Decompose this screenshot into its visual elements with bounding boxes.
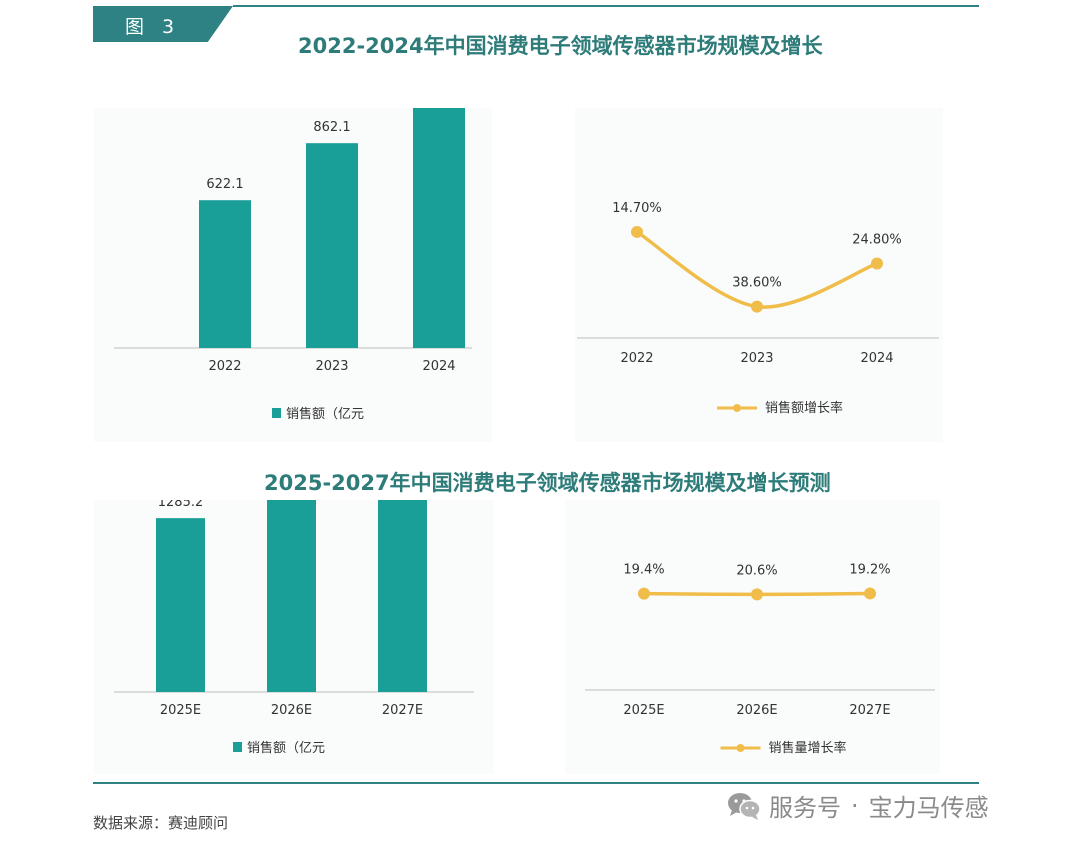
top-rule — [233, 5, 979, 7]
wechat-account-watermark: 服务号 · 宝力马传感 — [727, 788, 989, 823]
x-tick-label: 2024 — [422, 359, 455, 374]
x-tick-label: 2027E — [849, 703, 890, 718]
line-chart-1: 14.70% 2022 38.60% 2023 24.80% 2024 销售额增长率 — [577, 201, 939, 416]
bar — [306, 143, 358, 348]
bar-value-label: 1285.2 — [158, 500, 204, 510]
source-note: 数据来源：赛迪顾问 — [93, 814, 229, 832]
x-tick-label: 2026E — [271, 703, 312, 718]
data-point — [638, 587, 650, 600]
data-label: 20.6% — [736, 563, 777, 578]
data-point — [751, 300, 763, 313]
x-tick-label: 2026E — [736, 703, 777, 718]
bar — [267, 482, 316, 692]
data-label: 19.4% — [623, 563, 664, 578]
data-label: 24.80% — [852, 233, 902, 248]
legend-label: 销售额增长率 — [765, 400, 843, 416]
wechat-icon — [728, 792, 761, 820]
footer-account-name: 宝力马传感 — [868, 794, 989, 822]
bar-value-label: 862.1 — [313, 120, 350, 135]
x-tick-label: 2023 — [740, 351, 773, 366]
line-chart-1-panel: 14.70% 2022 38.60% 2023 24.80% 2024 销售额增长率 — [575, 108, 943, 442]
legend-label: 销售量增长率 — [769, 740, 847, 756]
data-point — [871, 257, 883, 270]
legend-swatch — [233, 742, 242, 752]
bar-chart-2-panel: 1285.22025E1550.32026E1848.12027E销售额（亿元 — [94, 419, 494, 774]
x-tick-label: 2022 — [620, 351, 653, 366]
legend-label: 销售额（亿元 — [247, 740, 325, 756]
bar — [156, 518, 205, 692]
bar — [413, 93, 465, 348]
data-label: 14.70% — [612, 201, 662, 216]
figure-label: 图 3 — [125, 16, 181, 38]
data-label: 19.2% — [849, 562, 890, 577]
x-tick-label: 2024 — [860, 351, 893, 366]
section-1-title: 2022-2024年中国消费电子领域传感器市场规模及增长 — [298, 34, 823, 58]
bar — [199, 200, 251, 348]
x-tick-label: 2025E — [160, 703, 201, 718]
x-tick-label: 2023 — [315, 359, 348, 374]
data-label: 38.60% — [732, 276, 782, 291]
footer-separator: · — [851, 791, 859, 820]
footer-service-label: 服务号 — [769, 794, 841, 822]
x-tick-label: 2027E — [382, 703, 423, 718]
bar — [378, 442, 427, 692]
data-point — [864, 587, 876, 600]
x-tick-label: 2025E — [623, 703, 664, 718]
x-tick-label: 2022 — [208, 359, 241, 374]
data-point — [751, 588, 763, 601]
section-2-title: 2025-2027年中国消费电子领域传感器市场规模及增长预测 — [264, 471, 831, 495]
legend-marker — [733, 404, 741, 412]
legend-marker — [736, 744, 745, 752]
bar-chart-2: 1285.22025E1550.32026E1848.12027E销售额（亿元 — [114, 419, 474, 756]
data-point — [631, 225, 643, 238]
legend-label: 销售额（亿元 — [286, 406, 364, 422]
line-chart-2: 19.4% 2025E 20.6% 2026E 19.2% 2027E 销售量增长率 — [585, 562, 935, 756]
series-line — [636, 230, 878, 309]
bar-value-label: 622.1 — [206, 177, 243, 192]
figure-label-tab: 图 3 — [93, 6, 233, 42]
legend-swatch — [272, 408, 281, 418]
bottom-rule — [93, 782, 979, 784]
line-chart-2-panel: 19.4% 2025E 20.6% 2026E 19.2% 2027E 销售量增长率 — [565, 500, 940, 774]
